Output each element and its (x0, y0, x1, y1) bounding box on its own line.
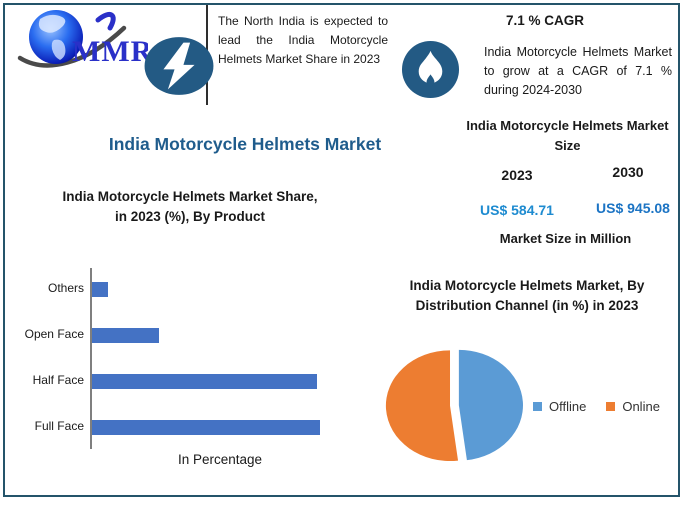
north-india-blurb: The North India is expected to lead the … (218, 14, 388, 67)
pie-legend: Offline Online (533, 399, 660, 414)
bar-category-label: Open Face (24, 327, 84, 341)
cagr-headline: 7.1 % CAGR (505, 13, 585, 28)
bar-category-label: Half Face (32, 373, 84, 387)
legend-swatch-offline (533, 402, 542, 411)
legend-item-offline: Offline (533, 399, 586, 414)
pie-slice-online (385, 350, 459, 462)
bar-open-face (92, 328, 159, 343)
pie-chart (385, 349, 523, 462)
legend-label: Offline (549, 399, 587, 414)
bar-category-label: Full Face (34, 419, 84, 433)
lightning-bolt-icon (144, 37, 214, 95)
globe-landmass-south (51, 39, 66, 60)
logo-text: MMR (72, 35, 148, 68)
market-size-value-2030: US$ 945.08 (596, 200, 670, 216)
bar-full-face (92, 420, 320, 435)
market-size-year-2030: 2030 (612, 164, 644, 180)
logo-swoosh-curl (95, 11, 116, 31)
market-size-note: Market Size in Million (499, 231, 632, 246)
logo-swoosh (17, 25, 127, 68)
legend-swatch-online (606, 402, 616, 411)
pie-chart-title: India Motorcycle Helmets Market, By Dist… (409, 278, 645, 313)
globe-landmass-north (38, 14, 66, 33)
bar-category-label: Others (47, 281, 84, 295)
bar-half-face (92, 374, 317, 389)
bar-others (92, 282, 108, 297)
bar-chart-title: India Motorcycle Helmets Market Share, i… (62, 189, 318, 224)
mmr-logo: MMR (17, 10, 148, 68)
cagr-description: India Motorcycle Helmets Market to grow … (484, 45, 672, 97)
bar-chart-axis-line (90, 268, 92, 449)
bar-chart-x-axis-label: In Percentage (177, 452, 263, 467)
pie-slice-offline (458, 349, 523, 461)
legend-label: Online (622, 399, 660, 414)
legend-item-online: Online (606, 399, 660, 414)
market-size-year-2023: 2023 (501, 167, 533, 183)
page-title: India Motorcycle Helmets Market (108, 134, 382, 154)
outer-frame (3, 3, 680, 497)
market-size-title: India Motorcycle Helmets Market Size (466, 118, 669, 153)
flame-icon (401, 40, 460, 99)
market-size-value-2023: US$ 584.71 (480, 202, 554, 218)
